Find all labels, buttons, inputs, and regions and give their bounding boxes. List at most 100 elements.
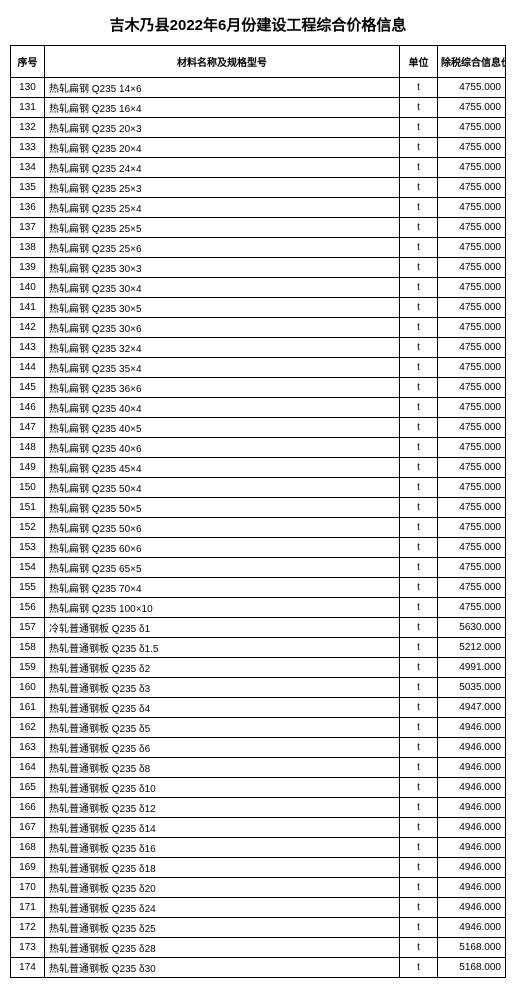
cell-seq: 150	[11, 478, 45, 498]
cell-unit: t	[400, 518, 438, 538]
cell-price: 4946.000	[438, 838, 506, 858]
cell-unit: t	[400, 578, 438, 598]
table-row: 171热轧普通钢板 Q235 δ24t4946.000	[11, 898, 506, 918]
table-row: 142热轧扁钢 Q235 30×6t4755.000	[11, 318, 506, 338]
cell-price: 4755.000	[438, 498, 506, 518]
cell-seq: 140	[11, 278, 45, 298]
cell-name: 热轧扁钢 Q235 30×6	[45, 318, 400, 338]
table-row: 170热轧普通钢板 Q235 δ20t4946.000	[11, 878, 506, 898]
cell-seq: 146	[11, 398, 45, 418]
table-row: 145热轧扁钢 Q235 36×6t4755.000	[11, 378, 506, 398]
cell-seq: 167	[11, 818, 45, 838]
cell-unit: t	[400, 298, 438, 318]
cell-name: 热轧扁钢 Q235 20×3	[45, 118, 400, 138]
cell-unit: t	[400, 158, 438, 178]
cell-seq: 157	[11, 618, 45, 638]
cell-name: 热轧普通钢板 Q235 δ10	[45, 778, 400, 798]
cell-price: 4755.000	[438, 178, 506, 198]
table-row: 147热轧扁钢 Q235 40×5t4755.000	[11, 418, 506, 438]
cell-unit: t	[400, 198, 438, 218]
cell-name: 热轧扁钢 Q235 25×5	[45, 218, 400, 238]
cell-seq: 145	[11, 378, 45, 398]
cell-name: 热轧扁钢 Q235 30×4	[45, 278, 400, 298]
cell-unit: t	[400, 418, 438, 438]
price-table: 序号 材料名称及规格型号 单位 除税综合信息价 130热轧扁钢 Q235 14×…	[10, 45, 506, 978]
table-row: 157冷轧普通钢板 Q235 δ1t5630.000	[11, 618, 506, 638]
cell-name: 热轧扁钢 Q235 36×6	[45, 378, 400, 398]
table-row: 173热轧普通钢板 Q235 δ28t5168.000	[11, 938, 506, 958]
cell-name: 热轧扁钢 Q235 30×5	[45, 298, 400, 318]
table-row: 155热轧扁钢 Q235 70×4t4755.000	[11, 578, 506, 598]
cell-price: 4946.000	[438, 858, 506, 878]
cell-price: 4755.000	[438, 218, 506, 238]
cell-name: 热轧扁钢 Q235 35×4	[45, 358, 400, 378]
table-row: 156热轧扁钢 Q235 100×10t4755.000	[11, 598, 506, 618]
cell-name: 热轧扁钢 Q235 40×6	[45, 438, 400, 458]
cell-unit: t	[400, 98, 438, 118]
cell-seq: 135	[11, 178, 45, 198]
cell-price: 4946.000	[438, 898, 506, 918]
cell-price: 4946.000	[438, 818, 506, 838]
cell-name: 热轧扁钢 Q235 40×4	[45, 398, 400, 418]
cell-seq: 159	[11, 658, 45, 678]
cell-name: 热轧普通钢板 Q235 δ25	[45, 918, 400, 938]
table-row: 130热轧扁钢 Q235 14×6t4755.000	[11, 78, 506, 98]
cell-seq: 153	[11, 538, 45, 558]
table-row: 160热轧普通钢板 Q235 δ3t5035.000	[11, 678, 506, 698]
table-row: 164热轧普通钢板 Q235 δ8t4946.000	[11, 758, 506, 778]
cell-seq: 161	[11, 698, 45, 718]
cell-unit: t	[400, 138, 438, 158]
cell-price: 4946.000	[438, 798, 506, 818]
cell-price: 4946.000	[438, 878, 506, 898]
cell-name: 热轧扁钢 Q235 25×4	[45, 198, 400, 218]
cell-price: 4755.000	[438, 518, 506, 538]
header-seq: 序号	[11, 46, 45, 78]
cell-price: 4755.000	[438, 138, 506, 158]
cell-unit: t	[400, 658, 438, 678]
cell-name: 热轧扁钢 Q235 24×4	[45, 158, 400, 178]
cell-price: 4755.000	[438, 438, 506, 458]
cell-seq: 149	[11, 458, 45, 478]
cell-price: 4991.000	[438, 658, 506, 678]
table-row: 151热轧扁钢 Q235 50×5t4755.000	[11, 498, 506, 518]
cell-unit: t	[400, 338, 438, 358]
cell-seq: 152	[11, 518, 45, 538]
cell-price: 4755.000	[438, 78, 506, 98]
table-row: 149热轧扁钢 Q235 45×4t4755.000	[11, 458, 506, 478]
cell-price: 4755.000	[438, 598, 506, 618]
cell-name: 热轧普通钢板 Q235 δ4	[45, 698, 400, 718]
table-header-row: 序号 材料名称及规格型号 单位 除税综合信息价	[11, 46, 506, 78]
table-row: 131热轧扁钢 Q235 16×4t4755.000	[11, 98, 506, 118]
cell-name: 冷轧普通钢板 Q235 δ1	[45, 618, 400, 638]
cell-seq: 154	[11, 558, 45, 578]
cell-price: 4755.000	[438, 158, 506, 178]
cell-name: 热轧普通钢板 Q235 δ30	[45, 958, 400, 978]
cell-name: 热轧普通钢板 Q235 δ3	[45, 678, 400, 698]
cell-name: 热轧普通钢板 Q235 δ12	[45, 798, 400, 818]
cell-unit: t	[400, 678, 438, 698]
table-row: 150热轧扁钢 Q235 50×4t4755.000	[11, 478, 506, 498]
table-row: 169热轧普通钢板 Q235 δ18t4946.000	[11, 858, 506, 878]
cell-seq: 173	[11, 938, 45, 958]
cell-price: 4755.000	[438, 558, 506, 578]
cell-seq: 144	[11, 358, 45, 378]
table-row: 141热轧扁钢 Q235 30×5t4755.000	[11, 298, 506, 318]
cell-unit: t	[400, 818, 438, 838]
cell-unit: t	[400, 758, 438, 778]
cell-unit: t	[400, 798, 438, 818]
cell-name: 热轧扁钢 Q235 45×4	[45, 458, 400, 478]
cell-seq: 165	[11, 778, 45, 798]
cell-seq: 171	[11, 898, 45, 918]
table-row: 138热轧扁钢 Q235 25×6t4755.000	[11, 238, 506, 258]
table-row: 174热轧普通钢板 Q235 δ30t5168.000	[11, 958, 506, 978]
cell-price: 4755.000	[438, 238, 506, 258]
cell-unit: t	[400, 218, 438, 238]
cell-price: 4755.000	[438, 418, 506, 438]
cell-seq: 155	[11, 578, 45, 598]
cell-seq: 142	[11, 318, 45, 338]
cell-price: 5168.000	[438, 958, 506, 978]
cell-unit: t	[400, 618, 438, 638]
cell-seq: 143	[11, 338, 45, 358]
header-name: 材料名称及规格型号	[45, 46, 400, 78]
page-title: 吉木乃县2022年6月份建设工程综合价格信息	[10, 8, 506, 45]
